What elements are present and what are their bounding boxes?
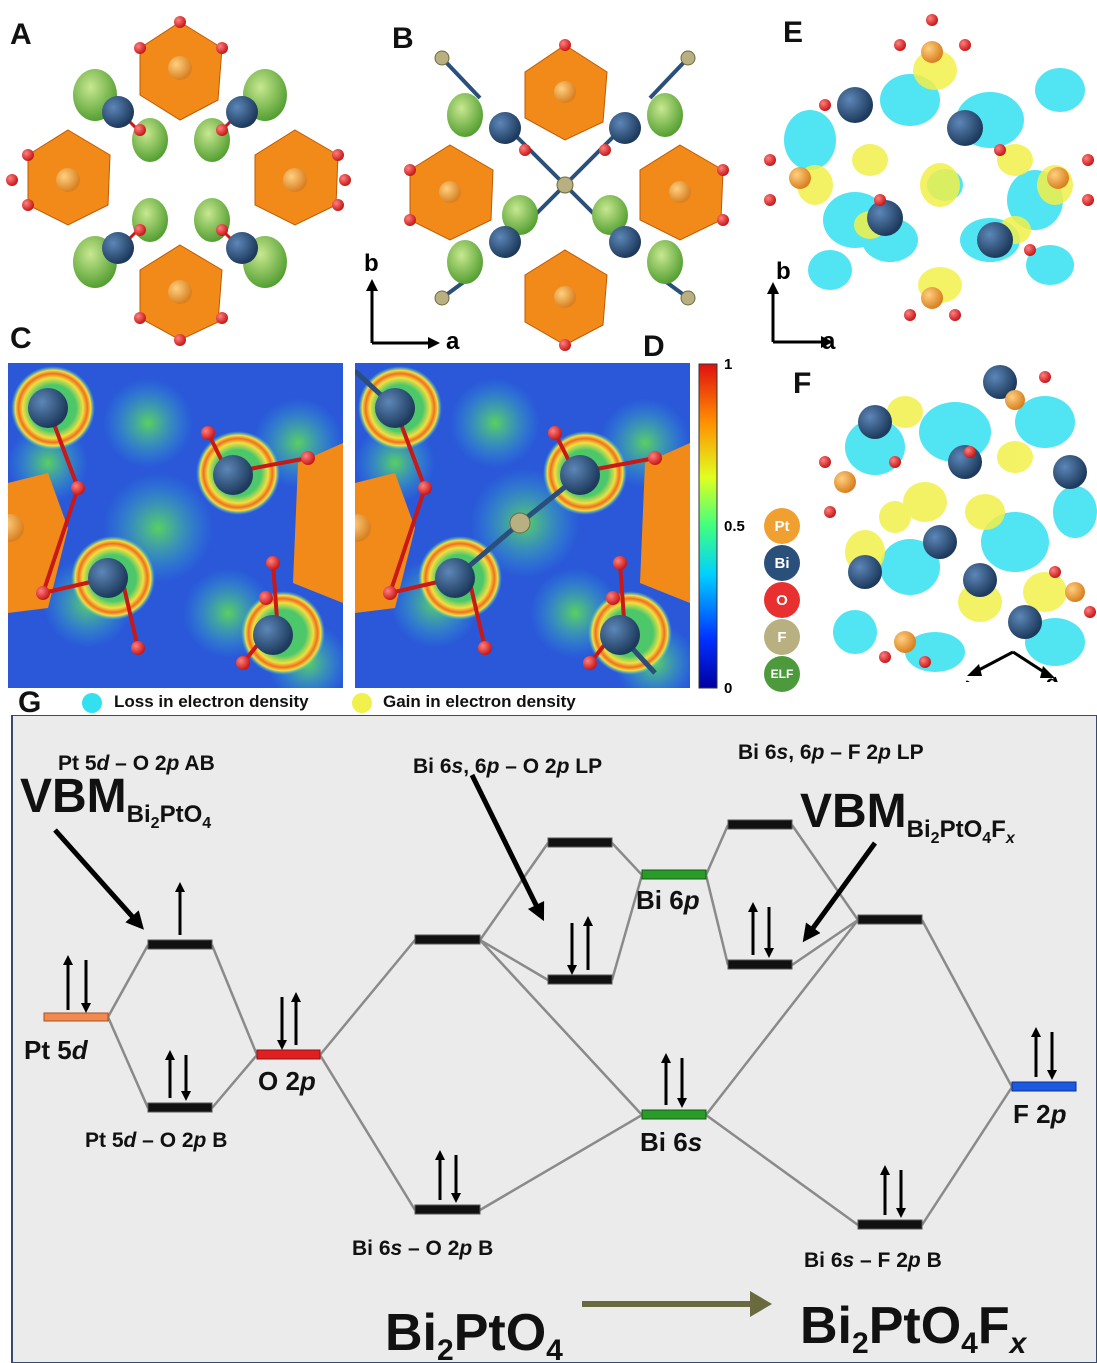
pt-atoms: [56, 56, 307, 304]
level-upper-right: [857, 914, 923, 925]
o-atoms: [6, 16, 351, 346]
colorbar-max: 1: [724, 356, 733, 373]
vbm-right: VBMBi2PtO4Fx: [800, 785, 1016, 847]
vbm-pointer-arrows: [53, 773, 878, 943]
transformation-arrowhead: [750, 1291, 772, 1317]
gain-label: Gain in electron density: [383, 692, 576, 711]
pt-atoms: [834, 390, 1085, 653]
axis-indicator-f: [974, 650, 1048, 676]
pt-atoms: [439, 81, 691, 308]
level-bi6s-f2p-b: [857, 1219, 923, 1230]
loss-swatch: [82, 693, 102, 713]
level-bi-o-lp-upper: [547, 837, 613, 848]
label-f2p: F 2p: [1013, 1099, 1067, 1129]
elf-colorbar: [698, 363, 718, 689]
bi-atoms: [837, 87, 1013, 258]
atom-legend-elf: ELF: [764, 656, 800, 692]
atom-legend-bi: Bi: [764, 545, 800, 581]
atom-legend-o: O: [764, 582, 800, 618]
correlation-lines: [106, 824, 1014, 1227]
bi-atoms: [102, 96, 258, 264]
colorbar-min: 0: [724, 680, 733, 697]
bi-atoms: [848, 365, 1087, 639]
elf-map-d: [355, 363, 690, 688]
label-bi6p: Bi 6p: [636, 885, 700, 915]
bi-atoms: [375, 388, 640, 655]
axis-label-f-a: a: [959, 675, 980, 682]
label-bi6s: Bi 6s: [640, 1127, 702, 1157]
atom-legend-f: F: [764, 619, 800, 655]
electron-spin-arrows: [63, 882, 1057, 1218]
panel-label-c: C: [10, 322, 32, 355]
formula-right: Bi2PtO4Fx: [800, 1297, 1028, 1360]
label-bi6s-o2p-b: Bi 6s – O 2p B: [352, 1237, 493, 1260]
level-bi6s: [641, 1109, 707, 1120]
bi-atoms: [489, 112, 641, 258]
o-atoms: [383, 426, 662, 670]
vbm-left: VBMBi2PtO4: [20, 770, 211, 832]
level-bi-f-lp-lower: [727, 959, 793, 970]
bi-atoms: [28, 388, 293, 655]
o-atoms: [36, 426, 315, 670]
panel-label-b: B: [392, 22, 414, 55]
level-bi6p: [641, 869, 707, 880]
level-bi6s-o2p-b: [414, 1204, 481, 1215]
level-bi-o-lp-lower: [547, 974, 613, 985]
panel-label-d: D: [643, 330, 665, 363]
label-bi6s-f2p-lp: Bi 6s, 6p – F 2p LP: [738, 741, 924, 764]
level-upper-mid: [414, 934, 481, 945]
axis-label-a-right: a: [822, 328, 836, 355]
charge-density-e: [764, 14, 1094, 321]
axis-label-b: b: [364, 250, 379, 277]
o-atoms: [764, 14, 1094, 321]
o-atoms: [404, 39, 729, 351]
elf-lobes: [447, 93, 683, 284]
axis-label-b-right: b: [776, 258, 791, 285]
axis-label-f-b: b: [1043, 671, 1064, 682]
axis-indicator-ab-right: [767, 282, 833, 348]
panel-label-e: E: [783, 16, 804, 49]
density-legend: Loss in electron density Gain in electro…: [82, 690, 702, 714]
energy-levels: [43, 819, 1077, 1230]
o-atoms: [819, 371, 1096, 668]
level-pt5d-o2p-ab: [147, 939, 213, 950]
loss-label: Loss in electron density: [114, 692, 309, 711]
colorbar-mid: 0.5: [724, 518, 745, 535]
charge-density-f: a b: [819, 365, 1097, 682]
panel-label-a: A: [10, 18, 32, 51]
label-bi6s-f2p-b: Bi 6s – F 2p B: [804, 1249, 942, 1272]
level-bi-f-lp-upper: [727, 819, 793, 830]
mo-labels: Pt 5d – O 2p AB Bi 6s, 6p – O 2p LP Bi 6…: [20, 741, 1067, 1363]
label-pt5d-o2p-ab: Pt 5d – O 2p AB: [58, 752, 215, 775]
f-atom: [509, 512, 531, 534]
mo-diagram: Pt 5d – O 2p AB Bi 6s, 6p – O 2p LP Bi 6…: [11, 715, 1097, 1363]
panel-label-f: F: [793, 367, 812, 400]
level-pt5d: [43, 1012, 109, 1022]
level-o2p: [256, 1049, 321, 1060]
level-pt5d-o2p-b: [147, 1102, 213, 1113]
crystal-structure-a: [6, 16, 351, 346]
elf-map-c: [8, 363, 343, 688]
f-atoms: [434, 50, 696, 306]
label-o2p: O 2p: [258, 1066, 316, 1096]
label-bi6s-o2p-lp: Bi 6s, 6p – O 2p LP: [413, 755, 602, 778]
label-pt5d: Pt 5d: [24, 1035, 89, 1065]
axis-label-a: a: [446, 328, 460, 355]
gain-swatch: [352, 693, 372, 713]
axis-indicator-ab-left: [366, 279, 440, 349]
formula-left: Bi2PtO4: [385, 1304, 563, 1363]
pt-atoms: [789, 41, 1069, 309]
crystal-structure-b: [404, 39, 729, 351]
label-pt5d-o2p-b: Pt 5d – O 2p B: [85, 1129, 227, 1152]
level-f2p: [1011, 1081, 1077, 1092]
panel-label-g: G: [18, 686, 42, 719]
atom-legend-pt: Pt: [764, 508, 800, 544]
